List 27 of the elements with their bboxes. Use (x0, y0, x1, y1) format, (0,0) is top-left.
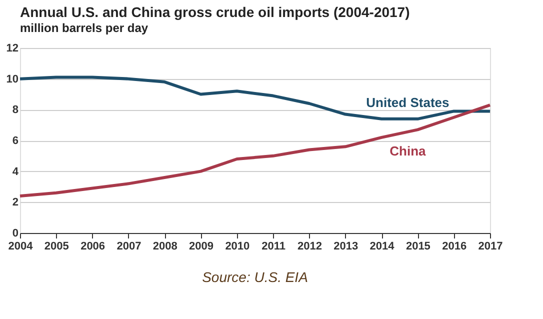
series-label: China (390, 144, 427, 159)
x-tick-label: 2013 (334, 240, 358, 252)
series-label: United States (366, 94, 450, 110)
line-series (18, 76, 492, 120)
x-tick-label: 2006 (80, 240, 106, 252)
y-tick-label: 12 (6, 42, 18, 54)
chart-title: Annual U.S. and China gross crude oil imports (2004-2017) (20, 4, 410, 20)
x-tick-label: 2007 (116, 240, 142, 252)
x-tick-label: 2004 (8, 240, 34, 252)
x-tick-label: 2009 (189, 240, 214, 252)
x-tick-label: 2011 (262, 240, 286, 252)
x-tick-label: 2014 (370, 240, 396, 252)
x-tick-label: 2010 (225, 240, 250, 252)
x-tick-label: 2008 (152, 240, 178, 252)
y-tick-label: 0 (12, 228, 18, 240)
x-tick-label: 2005 (44, 240, 69, 252)
y-tick-label: 10 (6, 73, 18, 86)
y-tick-label: 8 (12, 104, 18, 116)
x-tick-label: 2015 (406, 240, 430, 252)
x-tick-label: 2016 (442, 240, 467, 252)
y-tick-label: 2 (12, 196, 18, 209)
x-tick-label: 2017 (478, 240, 503, 252)
y-tick-label: 6 (12, 135, 18, 147)
y-tick-label: 4 (12, 166, 20, 178)
x-tick-label: 2012 (297, 240, 322, 252)
chart-subtitle: million barrels per day (20, 21, 148, 35)
source-note: Source: U.S. EIA (202, 269, 308, 285)
